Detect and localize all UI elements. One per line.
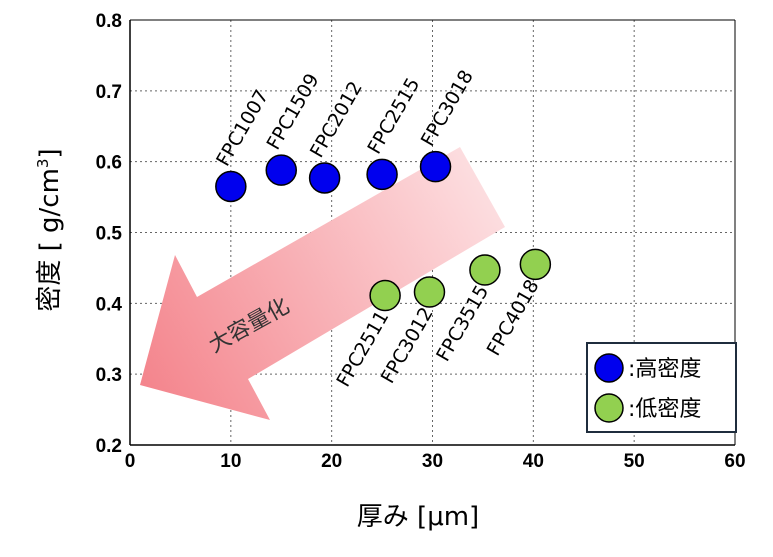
trend-arrow: 大容量化 — [140, 147, 505, 420]
point-label: FPC4018 — [483, 276, 544, 360]
trend-arrow-shape — [140, 147, 505, 420]
y-tick-label: 0.3 — [96, 365, 122, 386]
x-tick-label: 20 — [321, 451, 342, 472]
y-tick-label: 0.7 — [96, 82, 122, 103]
tick-labels: 0 10 20 30 40 50 60 0.2 0.3 0.4 0.5 0.6 0.7 0.8 — [96, 11, 746, 472]
y-axis-title-superscript: 3 — [34, 159, 52, 169]
legend: :高密度 :低密度 — [586, 342, 737, 433]
x-tick-label: 10 — [220, 451, 241, 472]
legend-marker — [594, 353, 624, 383]
y-tick-label: 0.5 — [96, 224, 123, 245]
x-tick-label: 0 — [125, 451, 136, 472]
point-label: FPC2515 — [363, 74, 424, 158]
point-label: FPC3018 — [417, 66, 478, 150]
data-point — [366, 158, 398, 191]
data-point — [519, 248, 552, 281]
y-axis-title-end: ] — [35, 148, 65, 158]
y-tick-label: 0.4 — [96, 294, 123, 315]
data-point — [369, 279, 401, 312]
data-points — [215, 150, 552, 312]
data-point — [265, 154, 297, 186]
x-axis-title: 厚み [μm] — [357, 502, 479, 532]
x-tick-label: 40 — [523, 451, 544, 472]
legend-marker — [594, 393, 624, 423]
plot-frame — [129, 19, 736, 446]
x-tick-label: 60 — [724, 451, 745, 472]
data-point — [215, 170, 247, 203]
y-tick-label: 0.8 — [96, 11, 122, 32]
data-point — [308, 162, 341, 194]
legend-label: :低密度 — [628, 397, 701, 422]
y-axis-title-main: 密度 [ g/cm — [35, 168, 65, 312]
data-point — [419, 150, 452, 183]
y-axis-title: 密度 [ g/cm3] — [34, 148, 65, 311]
data-point — [469, 254, 501, 286]
legend-label: :高密度 — [628, 357, 701, 382]
data-point — [413, 276, 446, 308]
y-tick-label: 0.2 — [96, 436, 122, 457]
x-tick-label: 50 — [624, 451, 645, 472]
y-tick-label: 0.6 — [96, 153, 122, 174]
point-label: FPC1007 — [212, 86, 273, 170]
x-tick-label: 30 — [422, 451, 443, 472]
